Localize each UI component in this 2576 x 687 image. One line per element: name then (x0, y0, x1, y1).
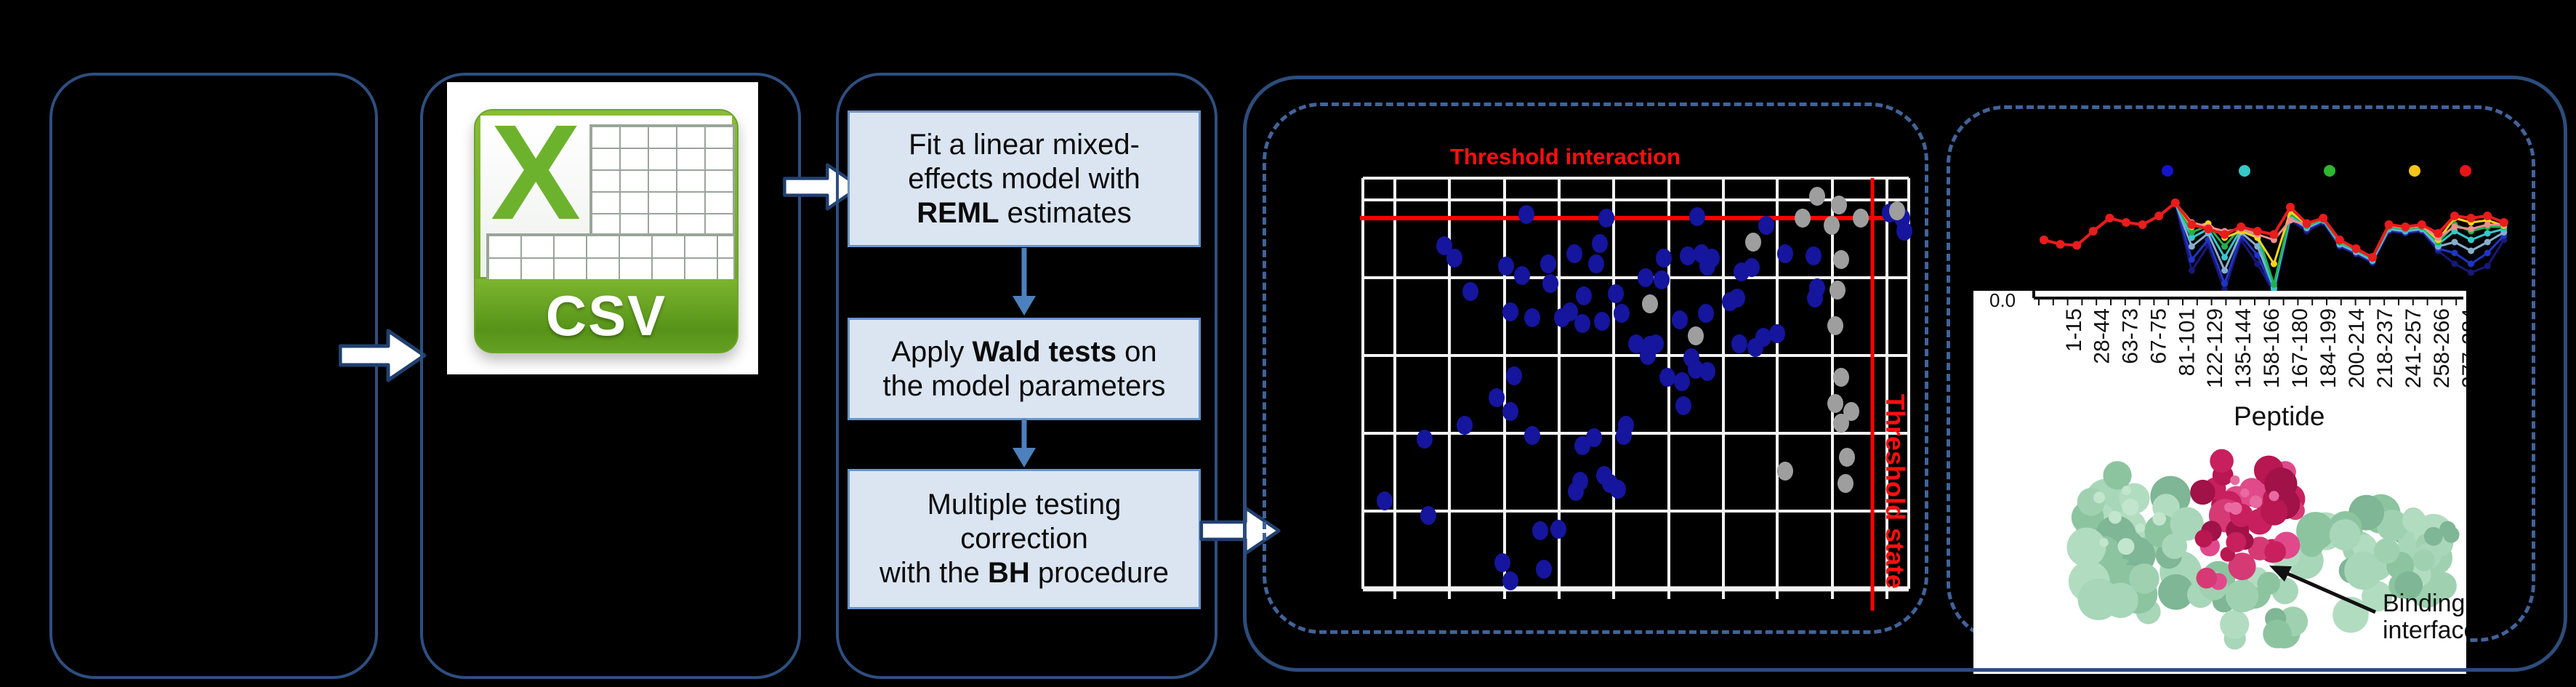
csv-panel (420, 73, 801, 679)
csv-banner: CSV (475, 279, 737, 352)
step-text-line: effects model with (908, 162, 1140, 195)
step-text-line: Apply Wald tests on (891, 335, 1157, 368)
peptide-tick-label: 1-15 (2062, 308, 2086, 353)
peptide-tick-label: 63-73 (2118, 308, 2143, 364)
threshold-state-label: Threshold state (1880, 394, 1910, 590)
peptide-tick-label: 135-144 (2231, 308, 2256, 389)
input-panel (49, 73, 378, 679)
peptide-tick-label: 277-284 (2458, 308, 2466, 389)
peptide-tick-label: 81-101 (2175, 308, 2199, 377)
legend-dot-icon (2162, 165, 2173, 177)
excel-x-glyph: X (491, 109, 581, 248)
peptide-tick-label: 241-257 (2401, 308, 2426, 389)
binding-interface-arrow-icon (2269, 566, 2377, 614)
peptide-tick-label: 158-166 (2260, 308, 2285, 389)
csv-banner-label: CSV (545, 283, 667, 347)
pipeline-panel (836, 73, 1217, 679)
step-wald-tests: Apply Wald tests on the model parameters (848, 318, 1201, 420)
step-text-line: the model parameters (882, 369, 1166, 402)
peptide-tick-label: 258-266 (2429, 308, 2454, 389)
scatter-result-panel (1263, 103, 1928, 634)
step-text-line: correction (960, 523, 1088, 555)
step-text-line: Multiple testing (927, 489, 1122, 521)
binding-label-line1: Binding (2383, 590, 2466, 617)
legend-dot-icon (2239, 165, 2250, 177)
spreadsheet-grid-icon (589, 124, 735, 236)
peptide-tick-label: 167-180 (2288, 308, 2313, 389)
threshold-interaction-label: Threshold interaction (1450, 144, 1681, 169)
protein-structure-image (2066, 449, 2460, 650)
binding-label-line2: interface (2383, 616, 2466, 644)
y-axis-tick-label: 0.0 (1989, 291, 2016, 311)
flow-arrow-2-icon (783, 163, 862, 211)
peptide-tick-label: 200-214 (2345, 308, 2369, 389)
peptide-tick-label: 67-75 (2146, 308, 2171, 364)
step-text-line: with the BH procedure (880, 557, 1169, 589)
step-bh-correction: Multiple testing correction with the BH pr… (848, 469, 1201, 609)
peptide-figure-background: 0.0 1-15 28-44 63-73 67-75 81-101 122-129 135-… (1973, 291, 2466, 674)
csv-icon-sheet: X (480, 111, 735, 281)
binding-interface-label: Binding interface (2383, 590, 2466, 644)
csv-file-icon: X CSV (474, 109, 738, 353)
uptake-line-chart (2040, 165, 2508, 296)
flow-arrow-1-icon (339, 329, 427, 382)
legend-dot-icon (2324, 165, 2335, 177)
peptide-axis (2032, 291, 2463, 305)
peptide-tick-label: 184-199 (2317, 308, 2341, 389)
interaction-scatter-plot (1360, 177, 1912, 611)
spreadsheet-grid-row-icon (486, 233, 735, 281)
legend-dot-icon (2460, 165, 2471, 177)
peptide-tick-label: 218-237 (2372, 308, 2397, 389)
peptide-tick-label: 122-129 (2203, 308, 2228, 389)
step-fit-lmm: Fit a linear mixed-effects model with REM… (848, 111, 1201, 247)
legend-dot-icon (2409, 165, 2420, 177)
down-arrow-2-icon (1013, 419, 1036, 467)
peptide-tick-label: 28-44 (2090, 308, 2114, 364)
step-text-line: REML estimates (917, 196, 1132, 229)
down-arrow-1-icon (1013, 248, 1036, 316)
peptide-axis-title: Peptide (2234, 401, 2325, 431)
step-text-line: Fit a linear mixed- (909, 128, 1140, 161)
